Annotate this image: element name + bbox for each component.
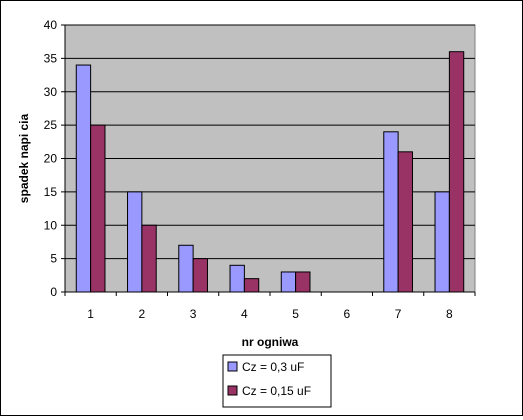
bar-series-1 [434,191,450,293]
y-tick-label: 5 [50,252,57,266]
bars [75,51,465,293]
y-tick-label: 20 [44,152,58,166]
bar-series-2 [243,278,260,293]
y-tick-label: 10 [44,218,58,232]
x-tick-label: 6 [344,307,351,321]
y-tick-label: 0 [50,285,57,299]
legend-label-series-1: Cz = 0,3 uF [242,360,304,374]
y-tick-label: 30 [44,85,58,99]
bar-series-2 [141,224,157,293]
legend-swatch-series-2 [227,385,238,396]
legend-swatch-series-1 [227,361,238,372]
bar-series-1 [75,64,92,293]
y-tick-label: 35 [44,51,58,65]
bar-series-2 [448,51,465,293]
legend: Cz = 0,3 uF Cz = 0,15 uF [222,354,332,408]
bar-series-1 [383,131,399,293]
bar-series-2 [295,271,311,293]
legend-label-series-2: Cz = 0,15 uF [242,384,311,398]
y-tick-label: 15 [44,185,58,199]
y-axis: 0 5 10 15 20 25 30 35 40 [44,18,66,299]
bar-series-1 [280,271,297,293]
bar-series-1 [229,264,245,293]
x-axis: 1 2 3 4 5 6 7 8 [64,291,476,321]
x-tick-label: 4 [241,307,248,321]
y-axis-title: spadek napi cia [17,113,31,203]
x-axis-title: nr ogniwa [242,335,299,349]
bar-series-2 [192,258,208,293]
x-tick-label: 1 [87,307,94,321]
x-tick-label: 8 [446,307,453,321]
bar-series-1 [127,191,143,293]
x-tick-label: 7 [395,307,402,321]
y-tick-label: 40 [44,18,58,32]
legend-box [222,354,332,408]
x-tick-label: 3 [190,307,197,321]
x-tick-label: 5 [292,307,299,321]
bar-series-2 [90,124,106,293]
y-tick-label: 25 [44,118,58,132]
bar-series-2 [397,151,413,293]
bar-series-1 [178,244,194,293]
x-tick-label: 2 [139,307,146,321]
